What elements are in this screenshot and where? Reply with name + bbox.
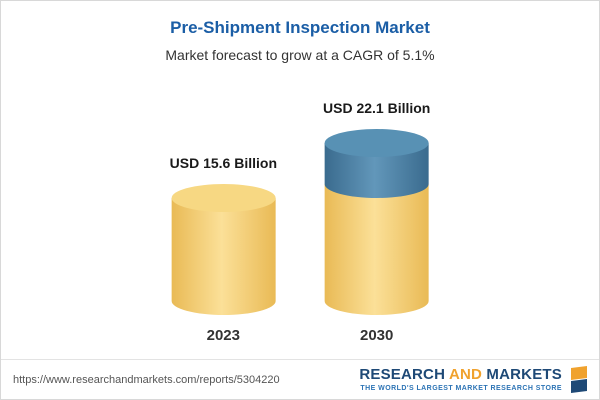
chart-subtitle: Market forecast to grow at a CAGR of 5.1… [165, 47, 435, 63]
chart-title: Pre-Shipment Inspection Market [170, 18, 430, 37]
cylinder-2030 [324, 129, 429, 315]
bar-2030: USD 22.1 Billion 2030 [323, 100, 430, 344]
logo-tagline: THE WORLD'S LARGEST MARKET RESEARCH STOR… [360, 385, 562, 393]
logo-word-and: AND [448, 365, 483, 383]
logo-word-markets: MARKETS [486, 365, 562, 383]
cylinder-cap [324, 129, 429, 157]
logo-word-research: RESEARCH [359, 365, 446, 383]
bar-category-label: 2030 [359, 327, 394, 344]
chart-header: Pre-Shipment Inspection Market Market fo… [1, 1, 599, 63]
cylinder-2023 [171, 183, 276, 315]
bar-category-label: 2023 [206, 327, 240, 344]
cylinder-cap [171, 183, 276, 212]
bar-value-label: USD 15.6 Billion [169, 154, 277, 171]
chart-bars: USD 15.6 Billion 2023 USD 22.1 Billion 2030 [170, 100, 431, 344]
cylinder-segment [171, 197, 276, 315]
logo-mark-icon [569, 366, 589, 393]
report-url: https://www.researchandmarkets.com/repor… [13, 373, 280, 386]
cylinder-segment [324, 183, 429, 315]
footer: https://www.researchandmarkets.com/repor… [1, 359, 599, 399]
logo-wordmark: RESEARCH AND MARKETS [359, 366, 562, 383]
research-and-markets-logo: RESEARCH AND MARKETS THE WORLD'S LARGEST… [359, 366, 589, 393]
logo-text: RESEARCH AND MARKETS THE WORLD'S LARGEST… [359, 366, 562, 393]
bar-value-label: USD 22.1 Billion [323, 100, 431, 116]
bar-2023: USD 15.6 Billion 2023 [170, 155, 277, 344]
